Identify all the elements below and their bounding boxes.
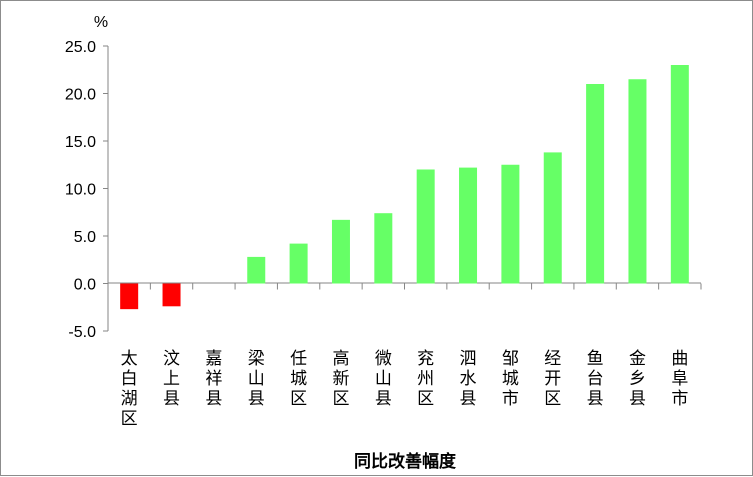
category-label: 微山县: [375, 349, 392, 409]
category-label: 泗水县: [460, 349, 477, 409]
y-tick-label: 0.0: [74, 277, 96, 294]
category-label: 鱼台县: [587, 349, 604, 409]
y-tick-label: -5.0: [68, 324, 96, 341]
bar: [331, 219, 350, 284]
y-tick-label: 25.0: [65, 39, 96, 56]
bar: [586, 84, 605, 284]
bar: [289, 243, 308, 284]
category-label: 太白湖区: [121, 349, 138, 429]
y-axis-label: %: [94, 14, 108, 31]
bar: [628, 79, 647, 284]
bar: [247, 256, 266, 284]
category-labels: 太白湖区 汶上县 嘉祥县 梁山县 任城区 高新区 微山县 兖州区 泗水县 邹城市 经开区 鱼台县 金乡县…: [121, 349, 689, 429]
category-label: 高新区: [332, 349, 349, 409]
category-label: 汶上县: [163, 349, 180, 409]
y-tick-label: 5.0: [74, 229, 96, 246]
bar: [416, 169, 435, 284]
bar: [162, 283, 181, 307]
category-label: 曲阜市: [671, 349, 688, 409]
y-tick-label: 10.0: [65, 182, 96, 199]
x-axis-label: 同比改善幅度: [354, 451, 457, 472]
category-label: 金乡县: [629, 349, 646, 409]
bar: [670, 65, 689, 284]
category-label: 嘉祥县: [205, 349, 222, 409]
bar: [543, 152, 562, 284]
bar: [459, 167, 478, 284]
bar: [501, 164, 520, 284]
category-label: 邹城市: [502, 349, 519, 409]
bar: [374, 213, 393, 284]
category-label: 任城区: [290, 349, 307, 409]
category-label: 兖州区: [417, 349, 434, 409]
category-label: 梁山县: [248, 349, 265, 409]
y-tick-label: 15.0: [65, 134, 96, 151]
y-ticks: 25.0 20.0 15.0 10.0 5.0 0.0 -5.0: [65, 39, 108, 341]
bar: [120, 283, 139, 310]
category-label: 经开区: [544, 349, 561, 409]
bars: [107, 65, 702, 310]
y-tick-label: 20.0: [65, 87, 96, 104]
